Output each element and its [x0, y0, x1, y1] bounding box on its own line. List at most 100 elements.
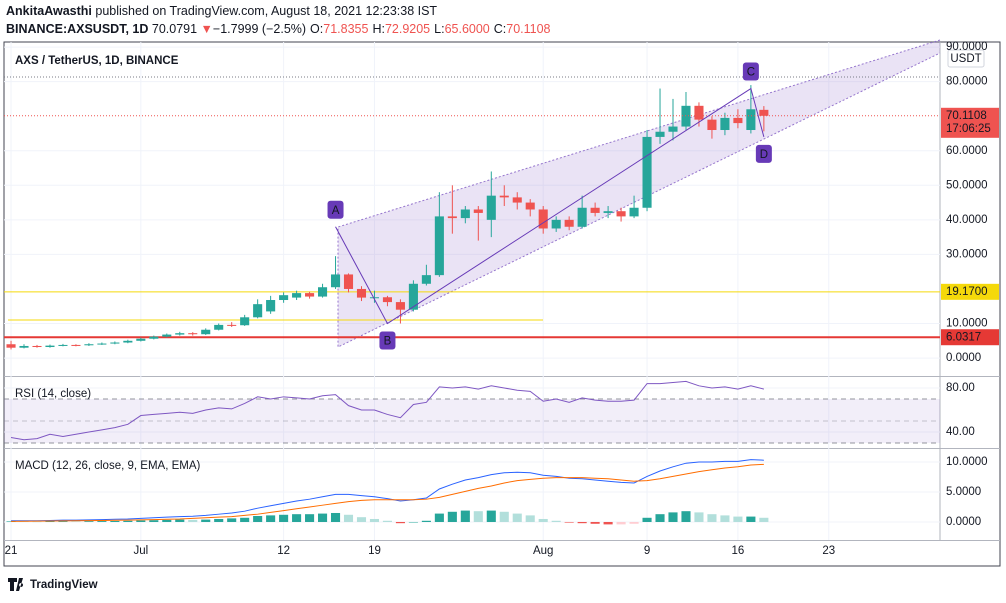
histogram-bar — [577, 521, 587, 524]
histogram-bar — [214, 518, 224, 522]
histogram-bar — [707, 514, 717, 522]
candle-body — [227, 324, 237, 326]
y-tick-label: 40.0000 — [946, 214, 988, 226]
histogram-bar — [512, 513, 522, 522]
candle-body — [694, 105, 704, 120]
candle-body — [395, 302, 405, 310]
candle-body — [655, 131, 665, 137]
candle-body — [564, 219, 574, 227]
arrow: ▼ — [201, 22, 213, 36]
candle-body — [110, 342, 120, 344]
candle-body — [434, 216, 444, 276]
x-tick-label: 21 — [5, 545, 18, 557]
candle-body — [473, 209, 483, 213]
histogram-bar — [733, 516, 743, 522]
candle-body — [19, 345, 29, 348]
histogram-bar — [188, 519, 198, 522]
y-tick-label: 10.0000 — [946, 318, 988, 330]
histogram-bar — [162, 519, 172, 522]
y-tick-label: 40.00 — [946, 426, 975, 438]
candle-body — [499, 195, 509, 198]
histogram-bar — [447, 511, 457, 522]
histogram-bar — [681, 511, 691, 522]
histogram-bar — [136, 520, 146, 522]
candle-body — [253, 304, 263, 318]
y-tick-label: 10.0000 — [946, 456, 988, 468]
logo-text: TradingView — [30, 579, 98, 591]
ohlc-key: L: — [434, 22, 444, 36]
histogram-bar — [694, 512, 704, 522]
candle-body — [642, 136, 652, 208]
histogram-bar — [253, 515, 263, 522]
x-tick-label: 23 — [822, 545, 835, 557]
histogram-bar — [240, 517, 250, 522]
macd-line — [11, 463, 764, 522]
candle-body — [123, 340, 133, 343]
y-tick-label: 60.0000 — [946, 145, 988, 157]
candle-body — [318, 287, 328, 297]
candle-body — [356, 288, 367, 298]
x-tick-label: 19 — [368, 545, 381, 557]
histogram-bar — [84, 521, 94, 522]
candle-body — [603, 211, 613, 213]
histogram-bar — [460, 510, 470, 522]
histogram-bar — [551, 520, 561, 522]
histogram-bar — [292, 514, 302, 522]
candle-body — [616, 211, 626, 217]
currency: USDT — [950, 53, 981, 65]
histogram-bar — [668, 512, 678, 522]
ohlc-key: C: — [494, 22, 507, 36]
footer-logo: TradingView — [8, 578, 98, 591]
ohlc-value: 71.8355 — [323, 22, 368, 36]
pattern-point-label: A — [332, 205, 340, 217]
pattern-point-label: C — [747, 67, 755, 79]
pattern-point-box — [755, 144, 772, 163]
pattern-point-box — [327, 200, 344, 219]
channel-border — [337, 39, 941, 348]
ohlc-value: 72.9205 — [385, 22, 430, 36]
histogram-bar — [395, 521, 405, 524]
ohlc-value: 70.1108 — [506, 22, 550, 36]
histogram-bar — [434, 513, 444, 522]
rsi-band — [4, 399, 940, 444]
x-tick-label: Jul — [133, 545, 148, 557]
histogram-bar — [499, 511, 509, 522]
histogram-bar — [369, 518, 380, 522]
last-price-label: 70.1108 — [946, 110, 987, 122]
histogram-bar — [538, 518, 548, 522]
histogram-bar — [486, 510, 496, 522]
candle-body — [538, 209, 548, 229]
x-tick-label: Aug — [533, 545, 553, 557]
candle-body — [240, 317, 250, 326]
histogram-bar — [525, 515, 535, 522]
y-tick-label: 90.0000 — [946, 41, 988, 53]
histogram-bar — [318, 513, 328, 522]
histogram-bar — [305, 514, 315, 522]
author: AnkitaAwasthi — [6, 4, 92, 18]
histogram-bar — [382, 520, 392, 522]
candle-body — [201, 329, 211, 335]
currency-box — [947, 49, 985, 68]
candle-body — [188, 333, 198, 335]
candle-body — [279, 295, 289, 301]
candle-body — [460, 209, 470, 219]
main-title: AXS / TetherUS, 1D, BINANCE — [15, 55, 179, 67]
candle-body — [577, 207, 587, 227]
symbol: BINANCE:AXSUSDT, 1D — [6, 22, 148, 36]
x-tick-label: 16 — [732, 545, 745, 557]
last-price-box — [941, 107, 999, 138]
macd-title: MACD (12, 26, close, 9, EMA, EMA) — [15, 460, 201, 472]
candle-body — [71, 344, 81, 346]
histogram-bar — [603, 521, 613, 525]
candle-body — [343, 274, 354, 289]
countdown: 17:06:25 — [946, 123, 991, 135]
histogram-bar — [110, 520, 120, 522]
histogram-bar — [759, 517, 769, 522]
candle-body — [136, 338, 146, 341]
histogram-bar — [330, 512, 341, 522]
y-tick-label: 80.0000 — [946, 76, 988, 88]
candle-body — [733, 117, 743, 124]
candle-body — [486, 195, 496, 220]
histogram-bar — [746, 516, 756, 522]
